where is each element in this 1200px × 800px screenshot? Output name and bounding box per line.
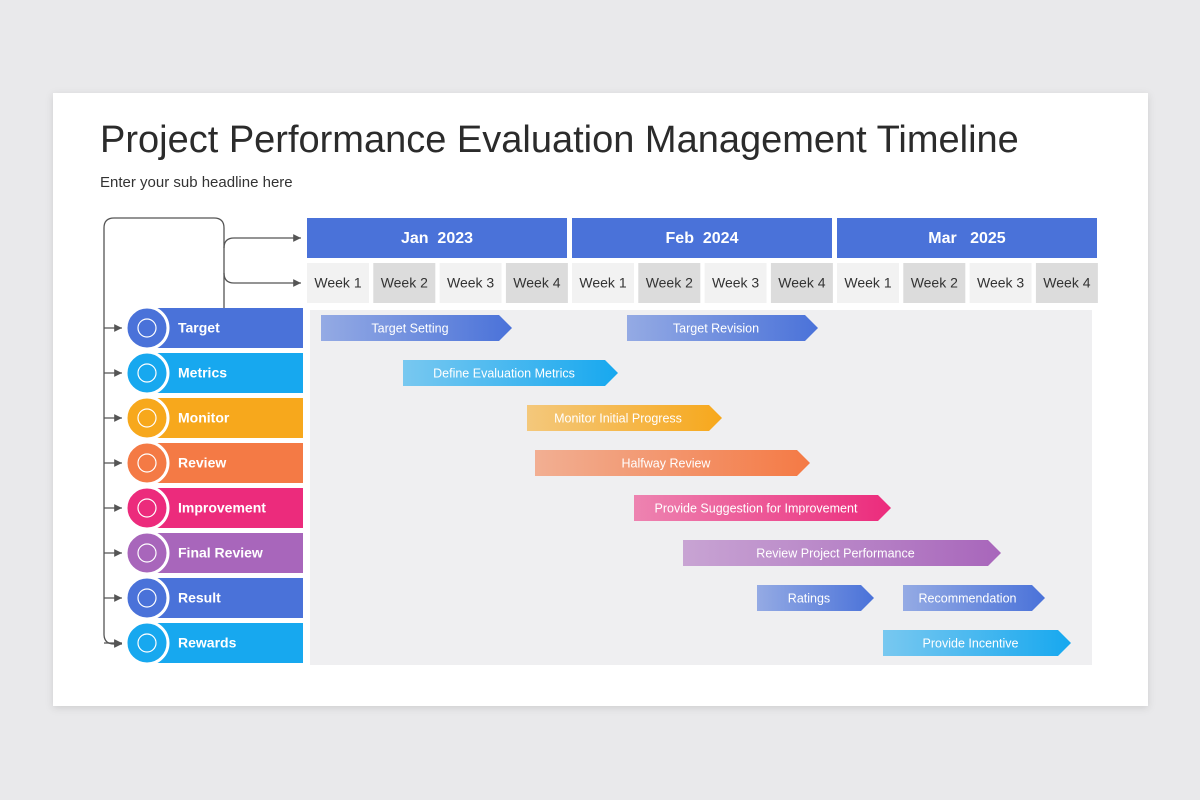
task-bar (627, 315, 818, 341)
row-icon-detail (137, 408, 157, 428)
task-label: Recommendation (919, 591, 1017, 605)
row-label: Improvement (178, 500, 266, 516)
task-bar (634, 495, 891, 521)
row-label-box (150, 353, 303, 393)
week-label: Week 2 (911, 275, 958, 291)
task-label: Ratings (788, 591, 830, 605)
week-label: Week 1 (314, 275, 361, 291)
row-icon-detail (137, 543, 157, 563)
task-bar (527, 405, 722, 431)
row-label: Rewards (178, 635, 237, 651)
week-cell (439, 263, 502, 303)
row-label-box (150, 398, 303, 438)
row-label: Review (178, 455, 226, 471)
row-label: Target (178, 320, 220, 336)
week-cell (572, 263, 634, 303)
row-icon-detail (137, 588, 157, 608)
task-bar (535, 450, 810, 476)
week-cell (770, 263, 833, 303)
week-label: Week 3 (977, 275, 1024, 291)
task-label: Monitor Initial Progress (554, 411, 682, 425)
task-bar (883, 630, 1071, 656)
row-label: Result (178, 590, 221, 606)
week-label: Week 3 (712, 275, 759, 291)
month-label: Jan 2023 (401, 230, 473, 247)
row-label-box (150, 578, 303, 618)
week-cell (307, 263, 369, 303)
week-label: Week 4 (778, 275, 825, 291)
row-label-box (150, 443, 303, 483)
week-cell (505, 263, 568, 303)
task-bar (903, 585, 1045, 611)
week-cell (373, 263, 436, 303)
week-cell (837, 263, 899, 303)
week-label: Week 2 (646, 275, 693, 291)
month-label: Mar 2025 (928, 230, 1005, 247)
task-label: Review Project Performance (756, 546, 914, 560)
task-bar (757, 585, 874, 611)
week-cell (638, 263, 701, 303)
subtitle: Enter your sub headline here (100, 174, 293, 191)
week-label: Week 2 (381, 275, 428, 291)
task-label: Target Revision (673, 321, 759, 335)
row-icon (124, 350, 170, 396)
month-header (572, 218, 832, 258)
connectors (103, 217, 301, 648)
row-icon-detail (137, 453, 157, 473)
row-icon (124, 395, 170, 441)
row-icon (124, 440, 170, 486)
week-label: Week 4 (513, 275, 560, 291)
row-icon (124, 620, 170, 666)
row-icon-detail (137, 318, 157, 338)
task-label: Define Evaluation Metrics (433, 366, 575, 380)
row-label: Metrics (178, 365, 227, 381)
week-label: Week 3 (447, 275, 494, 291)
row-icon-detail (137, 498, 157, 518)
task-bar (683, 540, 1001, 566)
row-icon (124, 575, 170, 621)
row-icon-detail (137, 363, 157, 383)
row-icon (124, 530, 170, 576)
task-bar (321, 315, 512, 341)
week-label: Week 1 (844, 275, 891, 291)
title: Project Performance Evaluation Managemen… (100, 119, 1019, 161)
row-label-box (150, 623, 303, 663)
row-label-box (150, 308, 303, 348)
task-label: Provide Suggestion for Improvement (655, 501, 858, 515)
row-icon (124, 305, 170, 351)
task-label: Halfway Review (622, 456, 712, 470)
task-label: Provide Incentive (923, 636, 1019, 650)
week-cell (1035, 263, 1098, 303)
month-label: Feb 2024 (666, 230, 739, 247)
week-cell (704, 263, 767, 303)
row-icon-detail (137, 633, 157, 653)
row-label-box (150, 488, 303, 528)
week-label: Week 4 (1043, 275, 1090, 291)
month-header (307, 218, 567, 258)
task-bar (403, 360, 618, 386)
row-icon (124, 485, 170, 531)
week-label: Week 1 (579, 275, 626, 291)
week-cell (969, 263, 1032, 303)
week-cell (903, 263, 966, 303)
row-label: Final Review (178, 545, 263, 561)
row-label-box (150, 533, 303, 573)
task-label: Target Setting (371, 321, 448, 335)
row-label: Monitor (178, 410, 230, 426)
month-header (837, 218, 1097, 258)
